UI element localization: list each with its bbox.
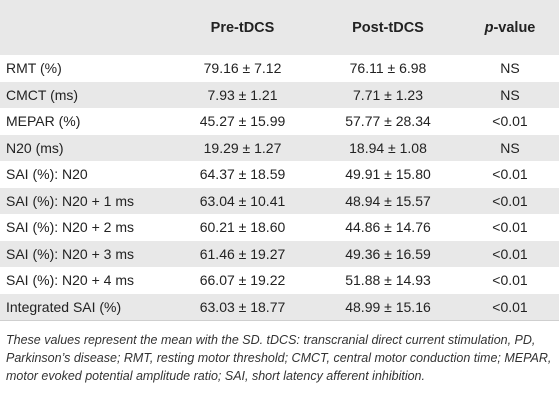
row-label: Integrated SAI (%) [0, 293, 170, 321]
table-row: MEPAR (%) 45.27 ± 15.99 57.77 ± 28.34 <0.01 [0, 108, 559, 135]
pre-tdcs-value: 79.16 ± 7.12 [203, 60, 282, 77]
post-tdcs-value: 57.77 ± 28.34 [345, 113, 431, 130]
row-label: SAI (%): N20 + 2 ms [6, 219, 134, 236]
pre-tdcs-value: 63.04 ± 10.41 [199, 192, 286, 209]
row-label: N20 (ms) [6, 139, 64, 156]
p-value: NS [500, 60, 520, 77]
header-post-tdcs: Post-tDCS [352, 19, 424, 36]
p-value: <0.01 [492, 272, 528, 289]
row-label: MEPAR (%) [6, 113, 81, 130]
header-row: Pre-tDCS Post-tDCS p-value [0, 0, 559, 55]
results-table-container: Pre-tDCS Post-tDCS p-value RMT (%) 79.16 … [0, 0, 559, 321]
pre-tdcs-value: 19.29 ± 1.27 [203, 139, 282, 156]
p-value: <0.01 [492, 113, 528, 130]
post-tdcs-value: 48.94 ± 15.57 [345, 192, 431, 209]
post-tdcs-value: 48.99 ± 15.16 [315, 293, 461, 321]
table-row: SAI (%): N20 + 4 ms 66.07 ± 19.22 51.88 ± … [0, 267, 559, 294]
header-pre-tdcs: Pre-tDCS [210, 19, 275, 36]
post-tdcs-value: 51.88 ± 14.93 [345, 272, 431, 289]
p-value: NS [500, 86, 520, 103]
header-label-cell [0, 0, 170, 55]
p-value: <0.01 [461, 293, 559, 321]
results-table: Pre-tDCS Post-tDCS p-value RMT (%) 79.16 … [0, 0, 559, 321]
table-row: SAI (%): N20 + 1 ms 63.04 ± 10.41 48.94 ± … [0, 187, 559, 214]
pre-tdcs-value: 7.93 ± 1.21 [207, 86, 278, 103]
p-value: NS [500, 139, 520, 156]
row-label: SAI (%): N20 [6, 166, 88, 183]
p-value: <0.01 [492, 219, 528, 236]
pre-tdcs-value: 60.21 ± 18.60 [199, 219, 286, 236]
header-p-italic: p [484, 19, 494, 36]
post-tdcs-value: 7.71 ± 1.23 [353, 86, 423, 103]
table-row: SAI (%): N20 64.37 ± 18.59 49.91 ± 15.80 <0… [0, 161, 559, 188]
table-row: CMCT (ms) 7.93 ± 1.21 7.71 ± 1.23 NS [0, 81, 559, 108]
header-p-value: p-value [461, 0, 559, 55]
table-footnote: These values represent the mean with the… [6, 333, 552, 383]
row-label: SAI (%): N20 + 3 ms [6, 245, 134, 262]
row-label: SAI (%): N20 + 4 ms [6, 272, 134, 289]
pre-tdcs-value: 63.03 ± 18.77 [170, 293, 315, 321]
pre-tdcs-value: 45.27 ± 15.99 [199, 113, 286, 130]
table-row: Integrated SAI (%) 63.03 ± 18.77 48.99 ± 1… [0, 293, 559, 321]
row-label: RMT (%) [6, 60, 62, 77]
table-row: RMT (%) 79.16 ± 7.12 76.11 ± 6.98 NS [0, 55, 559, 82]
p-value: <0.01 [492, 245, 528, 262]
row-label: CMCT (ms) [6, 86, 79, 103]
row-label: SAI (%): N20 + 1 ms [6, 192, 134, 209]
table-row: SAI (%): N20 + 3 ms 61.46 ± 19.27 49.36 ± … [0, 240, 559, 267]
table-header: Pre-tDCS Post-tDCS p-value [0, 0, 559, 55]
post-tdcs-value: 44.86 ± 14.76 [345, 219, 431, 236]
p-value: <0.01 [492, 192, 528, 209]
post-tdcs-value: 76.11 ± 6.98 [349, 60, 427, 77]
post-tdcs-value: 18.94 ± 1.08 [349, 139, 427, 156]
pre-tdcs-value: 61.46 ± 19.27 [199, 245, 286, 262]
post-tdcs-value: 49.36 ± 16.59 [345, 245, 431, 262]
table-body: RMT (%) 79.16 ± 7.12 76.11 ± 6.98 NS CMCT (m… [0, 55, 559, 321]
p-value: <0.01 [492, 166, 528, 183]
pre-tdcs-value: 64.37 ± 18.59 [199, 166, 286, 183]
header-p-suffix: -value [493, 19, 536, 36]
pre-tdcs-value: 66.07 ± 19.22 [199, 272, 286, 289]
table-row: N20 (ms) 19.29 ± 1.27 18.94 ± 1.08 NS [0, 134, 559, 161]
table-row: SAI (%): N20 + 2 ms 60.21 ± 18.60 44.86 ± … [0, 214, 559, 241]
post-tdcs-value: 49.91 ± 15.80 [345, 166, 431, 183]
